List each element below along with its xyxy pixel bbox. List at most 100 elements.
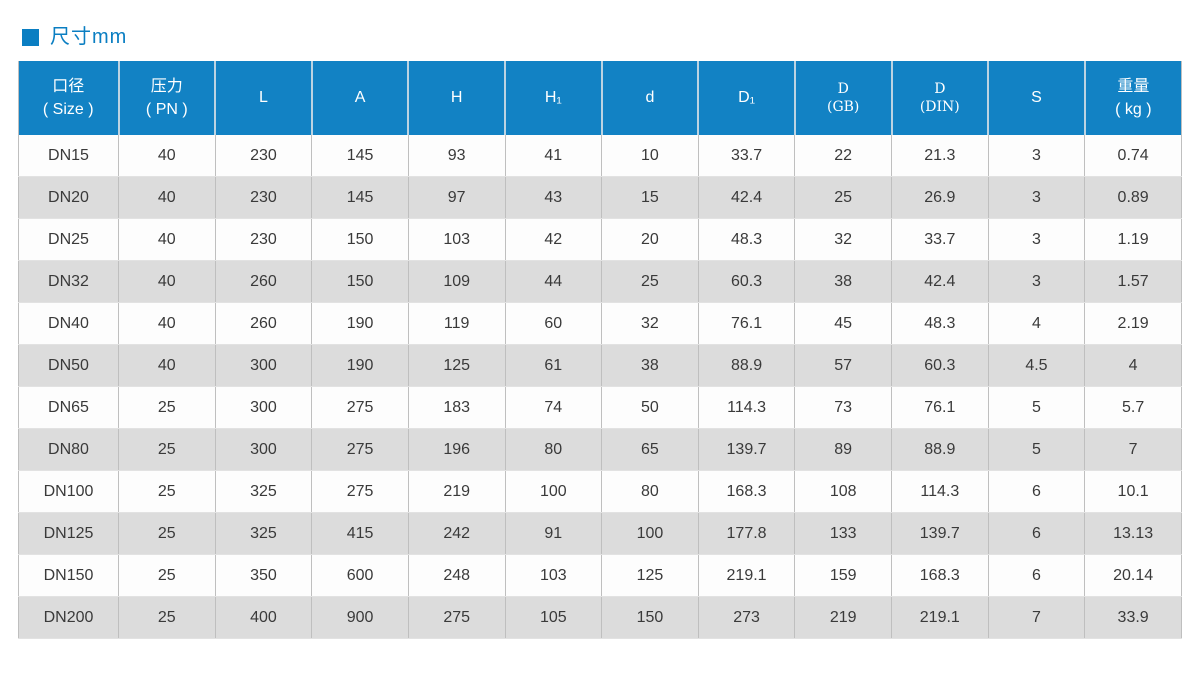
table-row: DN80 25 300 275 196 80 65 139.7 89 88.9 5 7 [18, 428, 1182, 471]
value-cell: 114.3 [891, 470, 989, 513]
value-cell: 1.57 [1084, 260, 1182, 303]
column-header: D (GB) [794, 61, 893, 135]
value-cell: 230 [215, 218, 313, 261]
value-cell: 15 [601, 176, 699, 219]
table-row: DN200 25 400 900 275 105 150 273 219 219.1 7 33.9 [18, 596, 1182, 639]
value-cell: 61 [505, 344, 603, 387]
column-header: A [311, 61, 410, 135]
value-cell: 100 [601, 512, 699, 555]
value-cell: 4 [988, 302, 1086, 345]
table-row: DN100 25 325 275 219 100 80 168.3 108 114.3 6 10.1 [18, 470, 1182, 513]
value-cell: 74 [505, 386, 603, 429]
value-cell: 108 [794, 470, 892, 513]
value-cell: 5 [988, 386, 1086, 429]
value-cell: 22 [794, 135, 892, 177]
value-cell: 33.7 [891, 218, 989, 261]
value-cell: 159 [794, 554, 892, 597]
value-cell: 33.7 [698, 135, 796, 177]
value-cell: 3 [988, 260, 1086, 303]
value-cell: 600 [311, 554, 409, 597]
value-cell: 25 [118, 512, 216, 555]
value-cell: 150 [311, 218, 409, 261]
value-cell: 100 [505, 470, 603, 513]
value-cell: 183 [408, 386, 506, 429]
value-cell: 114.3 [698, 386, 796, 429]
value-cell: 76.1 [698, 302, 796, 345]
size-cell: DN150 [18, 554, 119, 597]
value-cell: 109 [408, 260, 506, 303]
table-row: DN15 40 230 145 93 41 10 33.7 22 21.3 3 0.74 [18, 135, 1182, 177]
size-cell: DN200 [18, 596, 119, 639]
table-row: DN40 40 260 190 119 60 32 76.1 45 48.3 4 2.19 [18, 302, 1182, 345]
value-cell: 119 [408, 302, 506, 345]
value-cell: 3 [988, 218, 1086, 261]
value-cell: 139.7 [698, 428, 796, 471]
value-cell: 60.3 [698, 260, 796, 303]
value-cell: 10 [601, 135, 699, 177]
value-cell: 32 [601, 302, 699, 345]
value-cell: 57 [794, 344, 892, 387]
value-cell: 103 [505, 554, 603, 597]
value-cell: 32 [794, 218, 892, 261]
value-cell: 4 [1084, 344, 1182, 387]
size-cell: DN15 [18, 135, 119, 177]
value-cell: 80 [505, 428, 603, 471]
value-cell: 50 [601, 386, 699, 429]
value-cell: 25 [601, 260, 699, 303]
size-cell: DN125 [18, 512, 119, 555]
value-cell: 7 [1084, 428, 1182, 471]
value-cell: 33.9 [1084, 596, 1182, 639]
value-cell: 38 [601, 344, 699, 387]
value-cell: 275 [408, 596, 506, 639]
table-body: DN15 40 230 145 93 41 10 33.7 22 21.3 3 0.74 DN20 40 2… [18, 135, 1182, 639]
value-cell: 230 [215, 176, 313, 219]
value-cell: 93 [408, 135, 506, 177]
value-cell: 275 [311, 470, 409, 513]
value-cell: 400 [215, 596, 313, 639]
value-cell: 150 [311, 260, 409, 303]
table-row: DN20 40 230 145 97 43 15 42.4 25 26.9 3 0.89 [18, 176, 1182, 219]
value-cell: 91 [505, 512, 603, 555]
value-cell: 48.3 [698, 218, 796, 261]
value-cell: 105 [505, 596, 603, 639]
value-cell: 145 [311, 135, 409, 177]
value-cell: 242 [408, 512, 506, 555]
value-cell: 5 [988, 428, 1086, 471]
value-cell: 145 [311, 176, 409, 219]
size-cell: DN20 [18, 176, 119, 219]
value-cell: 260 [215, 302, 313, 345]
value-cell: 5.7 [1084, 386, 1182, 429]
value-cell: 80 [601, 470, 699, 513]
value-cell: 60.3 [891, 344, 989, 387]
title-bullet-icon [22, 28, 39, 46]
value-cell: 40 [118, 218, 216, 261]
column-header: 口径 ( Size ) [18, 61, 120, 135]
value-cell: 415 [311, 512, 409, 555]
value-cell: 40 [118, 260, 216, 303]
value-cell: 25 [118, 386, 216, 429]
value-cell: 273 [698, 596, 796, 639]
value-cell: 325 [215, 470, 313, 513]
size-cell: DN65 [18, 386, 119, 429]
table-row: DN25 40 230 150 103 42 20 48.3 32 33.7 3 1.19 [18, 218, 1182, 261]
value-cell: 73 [794, 386, 892, 429]
value-cell: 260 [215, 260, 313, 303]
value-cell: 20 [601, 218, 699, 261]
value-cell: 21.3 [891, 135, 989, 177]
size-cell: DN40 [18, 302, 119, 345]
value-cell: 300 [215, 428, 313, 471]
value-cell: 48.3 [891, 302, 989, 345]
value-cell: 26.9 [891, 176, 989, 219]
value-cell: 89 [794, 428, 892, 471]
value-cell: 0.89 [1084, 176, 1182, 219]
value-cell: 40 [118, 176, 216, 219]
value-cell: 168.3 [891, 554, 989, 597]
value-cell: 44 [505, 260, 603, 303]
value-cell: 42.4 [698, 176, 796, 219]
column-header: H₁ [505, 61, 603, 135]
value-cell: 7 [988, 596, 1086, 639]
value-cell: 25 [794, 176, 892, 219]
value-cell: 275 [311, 386, 409, 429]
value-cell: 350 [215, 554, 313, 597]
value-cell: 25 [118, 470, 216, 513]
